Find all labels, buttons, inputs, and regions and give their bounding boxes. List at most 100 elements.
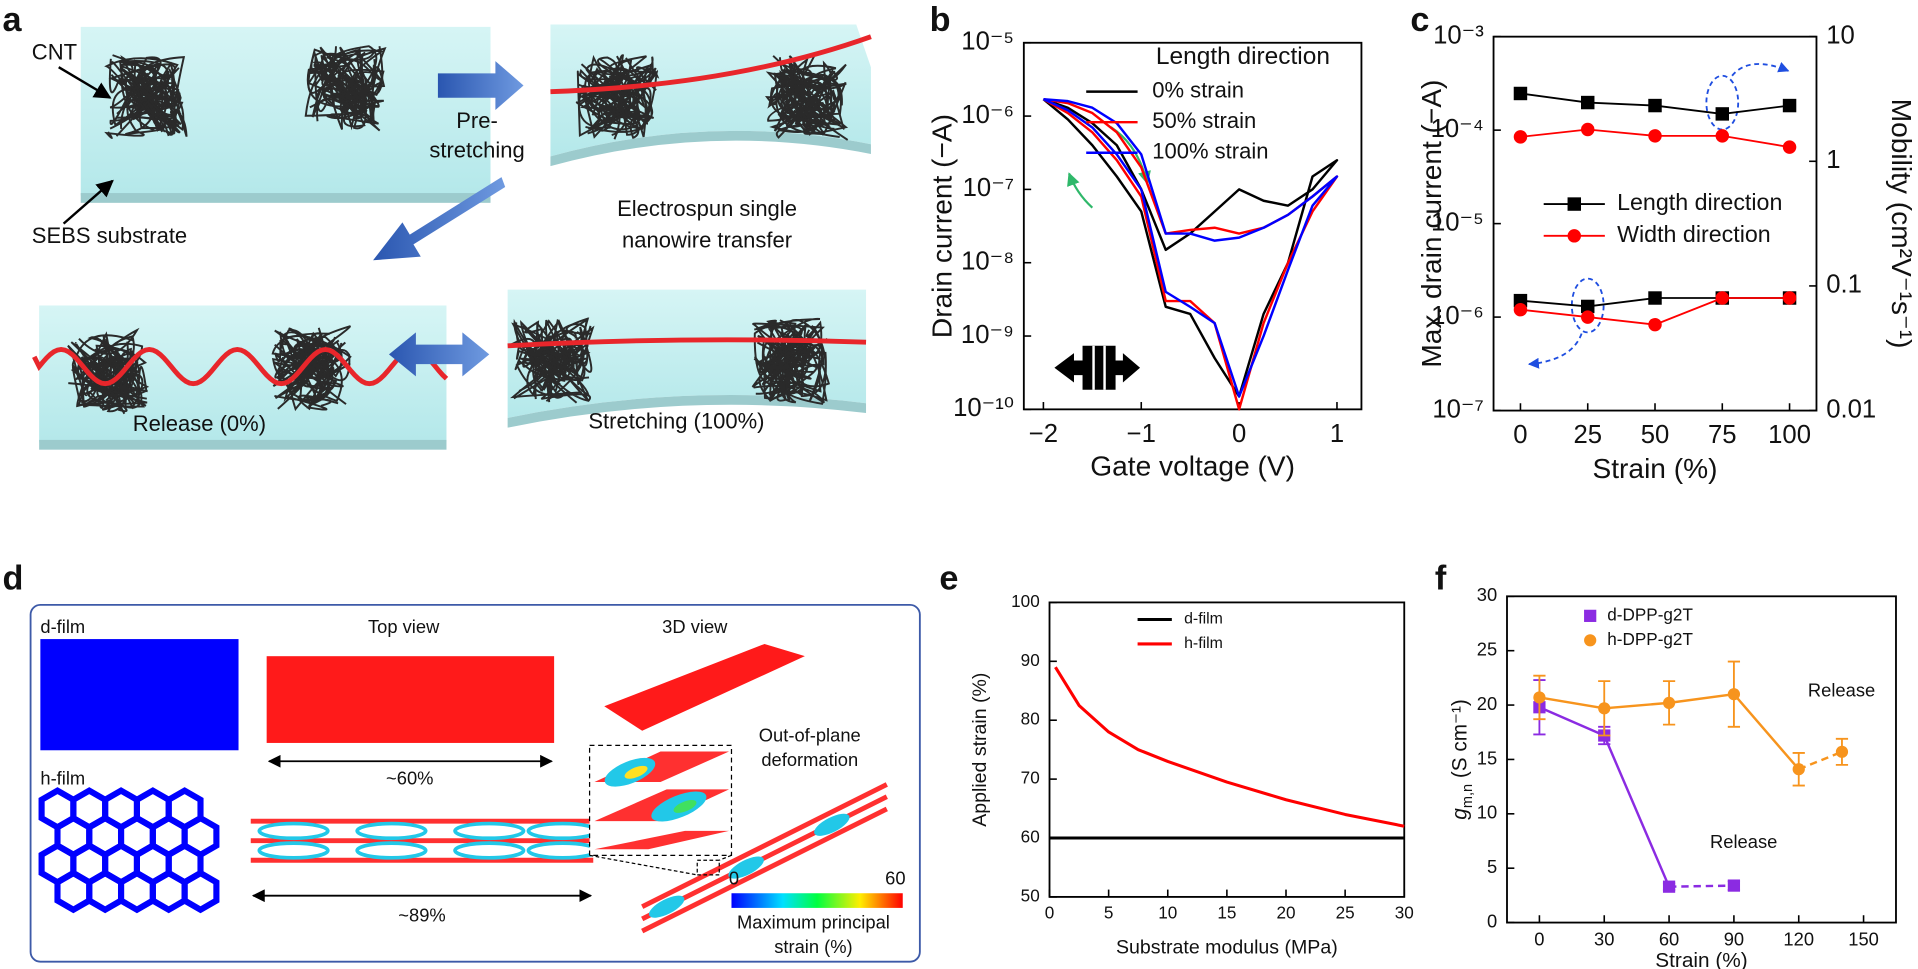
legend-title: Length direction <box>1156 43 1330 70</box>
x-tick-label: 5 <box>1104 904 1114 923</box>
panel-letter: a <box>2 1 22 39</box>
label: ~60% <box>386 767 433 788</box>
label: h-film <box>40 767 85 788</box>
marker <box>1662 880 1676 893</box>
marker <box>1792 763 1805 776</box>
y-tick-label: 20 <box>1477 693 1497 714</box>
panel-a: CNT SEBS substrate Pre- stretching Elect… <box>32 24 872 450</box>
cnt-strand <box>274 348 328 399</box>
marker <box>1648 317 1662 332</box>
series-line <box>1042 97 1339 398</box>
panel-letter: b <box>930 1 951 39</box>
colorbar-title: strain (%) <box>774 936 852 957</box>
marker <box>1727 879 1741 892</box>
y-tick-label: 10⁻⁶ <box>961 101 1014 129</box>
marker <box>1581 122 1595 137</box>
legend-label: h-DPP-g2T <box>1607 630 1693 649</box>
hexagon <box>117 869 156 914</box>
x-tick-label: 75 <box>1708 421 1737 449</box>
inset-content <box>594 751 730 850</box>
ribbon-cell <box>257 841 330 860</box>
cnt-strand <box>771 71 833 128</box>
y-tick-label: 60 <box>1021 828 1040 847</box>
marker <box>1715 107 1730 121</box>
label: nanowire transfer <box>622 228 792 253</box>
y2-tick-label: 0.1 <box>1826 271 1862 299</box>
x-tick-label: 60 <box>1659 929 1679 950</box>
direction-icon <box>1054 345 1141 390</box>
x-tick-label: 0 <box>1045 904 1055 923</box>
annotation: Release <box>1710 831 1777 852</box>
y-tick-label: 70 <box>1021 769 1040 788</box>
x-tick-label: 150 <box>1848 929 1879 950</box>
cnt-strand <box>310 49 361 120</box>
marker <box>1584 609 1597 622</box>
y-tick-label: 10⁻⁵ <box>961 28 1014 56</box>
inset-shape <box>673 800 697 813</box>
cnt-strand <box>310 46 379 125</box>
y-axis-label: Max. drain current (−A) <box>1416 80 1447 368</box>
marker <box>1567 229 1582 243</box>
marker <box>1782 291 1797 305</box>
nanowire <box>32 347 449 387</box>
cnt-strand <box>74 335 150 393</box>
label: deformation <box>761 749 858 770</box>
charts: −2 −1 0 1 10⁻¹⁰ 10⁻⁹ 10⁻⁸ 10⁻⁷ 10⁻⁶ 10⁻⁵ Gate volt… <box>927 21 1918 969</box>
y-axis-label: Drain current (−A) <box>927 114 958 338</box>
y-tick-label: 0 <box>1487 910 1497 931</box>
label-subscript: m,n <box>1460 784 1476 808</box>
x-tick-label: 25 <box>1573 421 1602 449</box>
legend-label: 0% strain <box>1152 77 1244 102</box>
process-arrow <box>373 177 506 261</box>
marker <box>1581 95 1595 110</box>
label: stretching <box>429 137 524 162</box>
d-film-shape <box>40 639 239 751</box>
process-arrow <box>437 61 524 110</box>
cnt-bundles <box>67 45 849 415</box>
substrate-edge <box>550 130 871 167</box>
panel-c-decor <box>1527 62 1790 369</box>
honeycomb <box>38 787 220 914</box>
cnt-strand <box>289 341 331 407</box>
cnt-strand <box>322 46 384 99</box>
y-tick-label: 10⁻⁷ <box>1432 395 1483 423</box>
marker <box>1513 86 1528 101</box>
legend-label: 100% strain <box>1152 139 1268 164</box>
d-film-3d <box>604 643 805 731</box>
marker <box>1581 310 1595 324</box>
ribbon-cell <box>453 841 526 860</box>
cnt-strand <box>322 49 380 119</box>
cnt-strand <box>788 81 849 136</box>
label: Pre- <box>456 108 498 133</box>
panel-letter: f <box>1435 559 1447 597</box>
x-tick-label: 1 <box>1330 420 1344 448</box>
label: 3D view <box>662 616 728 637</box>
legend-label: 50% strain <box>1152 108 1256 133</box>
cnt-strand <box>120 61 181 123</box>
cnt-strand <box>765 58 837 108</box>
y-tick-label: 10⁻⁶ <box>1431 302 1484 330</box>
d-film-stretched <box>266 656 555 743</box>
marker <box>1584 634 1597 647</box>
ribbon <box>641 782 888 909</box>
x-tick-label: 30 <box>1395 904 1414 923</box>
label: Out-of-plane <box>759 725 861 746</box>
y-tick-label: 10⁻³ <box>1433 21 1484 49</box>
label: Release (0%) <box>133 411 266 436</box>
zoom-line <box>719 854 732 861</box>
series-line <box>1798 750 1843 771</box>
ribbon-cell <box>814 813 850 836</box>
cnt-strand <box>592 65 650 122</box>
hexagon <box>181 869 220 914</box>
legend-label: Width direction <box>1617 221 1771 247</box>
cnt-strand <box>579 59 645 116</box>
ribbon-cell <box>355 821 428 841</box>
x-tick-label: 0 <box>1513 421 1527 449</box>
y-axis-label: Applied strain (%) <box>969 673 991 827</box>
legend-label: d-DPP-g2T <box>1607 605 1693 624</box>
x-tick-label: 90 <box>1724 929 1744 950</box>
cnt-strand <box>115 67 182 137</box>
y2-tick-label: 10 <box>1826 21 1855 49</box>
label: SEBS substrate <box>32 223 187 248</box>
nanowire <box>550 34 872 95</box>
